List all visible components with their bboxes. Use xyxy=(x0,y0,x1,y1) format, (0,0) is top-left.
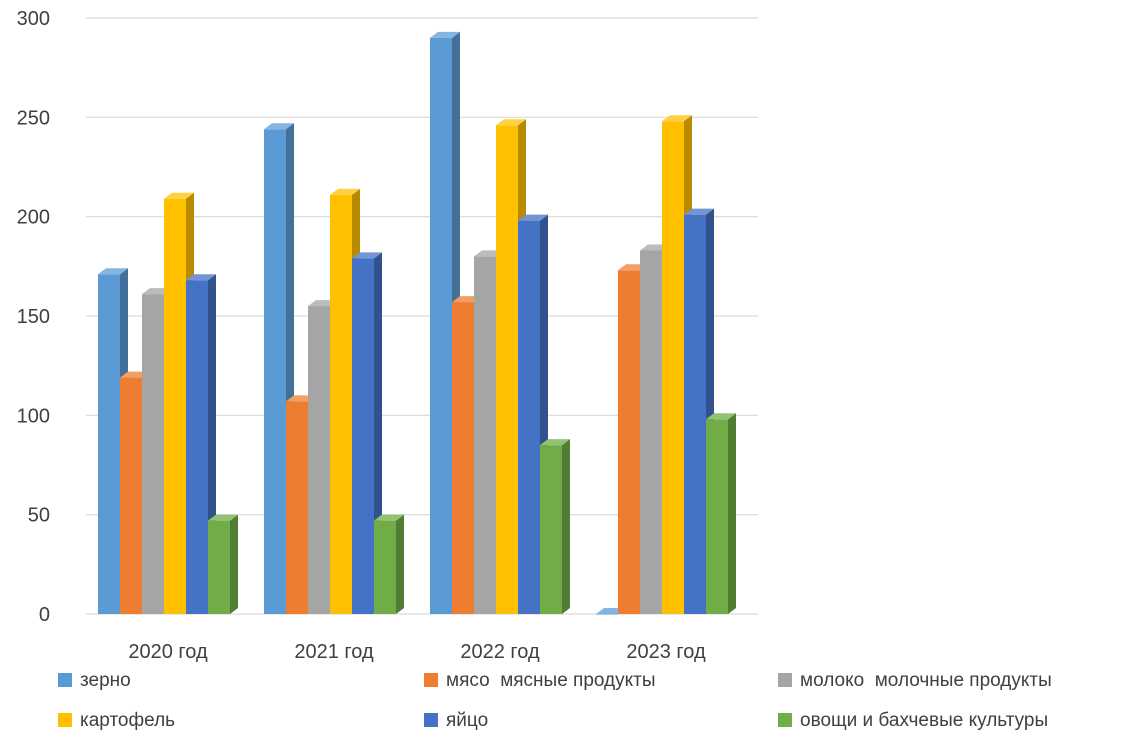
y-tick-label: 0 xyxy=(39,604,50,626)
y-tick-label: 100 xyxy=(17,405,50,427)
x-category-label: 2022 год xyxy=(460,641,540,663)
y-axis-tick-labels: 0 50 100 150 200 250 300 xyxy=(17,8,50,626)
legend-swatch xyxy=(424,673,438,687)
legend-label: яйцо xyxy=(446,710,488,731)
bar xyxy=(706,413,736,614)
legend-label: мясо мясные продукты xyxy=(446,670,656,691)
legend-label: овощи и бахчевые культуры xyxy=(800,710,1048,731)
bar xyxy=(540,439,570,614)
legend-swatch xyxy=(58,713,72,727)
legend-swatch xyxy=(424,713,438,727)
y-tick-label: 300 xyxy=(17,8,50,30)
legend-swatch xyxy=(778,673,792,687)
x-category-label: 2023 год xyxy=(626,641,706,663)
legend: зерно мясо мясные продукты молоко молочные… xyxy=(58,670,1052,731)
bars xyxy=(98,31,736,615)
y-tick-label: 250 xyxy=(17,107,50,129)
legend-item: молоко молочные продукты xyxy=(778,670,1052,691)
legend-item: картофель xyxy=(58,710,175,731)
y-tick-label: 50 xyxy=(28,505,50,527)
legend-item: мясо мясные продукты xyxy=(424,670,656,691)
y-tick-label: 150 xyxy=(17,306,50,328)
bar xyxy=(374,514,404,614)
legend-swatch xyxy=(778,713,792,727)
x-category-label: 2020 год xyxy=(128,641,208,663)
bar xyxy=(208,514,238,614)
x-axis-category-labels: 2020 год 2021 год 2022 год 2023 год xyxy=(128,641,706,663)
legend-swatch xyxy=(58,673,72,687)
x-category-label: 2021 год xyxy=(294,641,374,663)
legend-item: яйцо xyxy=(424,710,488,731)
legend-item: зерно xyxy=(58,670,131,691)
y-tick-label: 200 xyxy=(17,207,50,229)
legend-item: овощи и бахчевые культуры xyxy=(778,710,1048,731)
legend-label: зерно xyxy=(80,670,131,691)
legend-label: картофель xyxy=(80,710,175,731)
legend-label: молоко молочные продукты xyxy=(800,670,1052,691)
